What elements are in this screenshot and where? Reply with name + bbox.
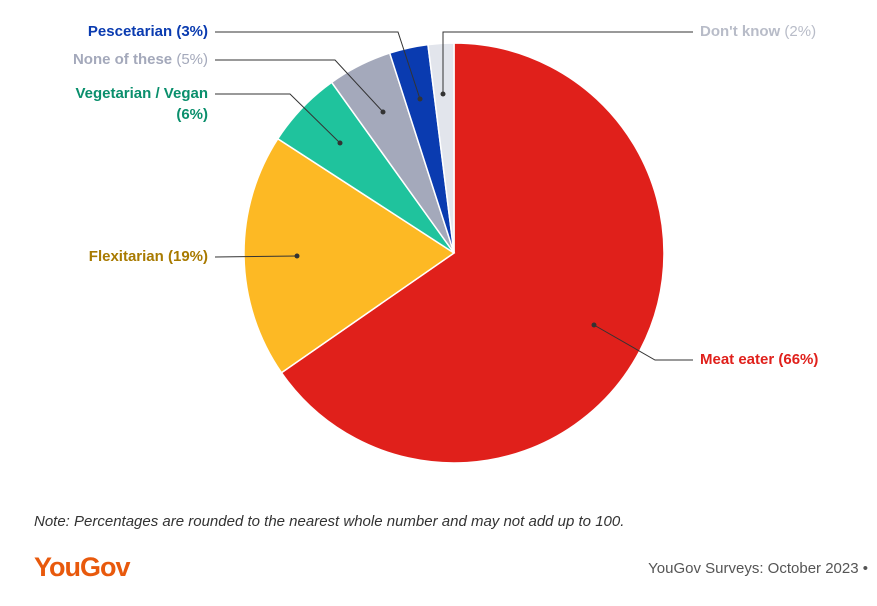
slice-label: Pescetarian (3%) — [88, 23, 208, 40]
category-name: Flexitarian — [89, 248, 164, 265]
pie-slice — [280, 42, 665, 464]
category-name: Don't know — [700, 23, 781, 40]
value-label: (6%) — [176, 106, 208, 123]
category-name: None of these — [73, 51, 172, 68]
leader-dot — [380, 109, 386, 115]
leader-line — [215, 59, 384, 113]
value-label: (3%) — [172, 23, 208, 40]
value-label: (5%) — [172, 51, 208, 68]
value-label: (66%) — [774, 351, 818, 368]
leader-line — [593, 324, 693, 361]
leader-line — [215, 93, 341, 144]
pie-slice — [427, 42, 455, 254]
leader-dot — [337, 140, 343, 146]
slice-label: None of these (5%) — [73, 51, 208, 68]
leader-dot — [440, 91, 446, 97]
category-name: Meat eater — [700, 351, 774, 368]
brand-logo: YouGov — [34, 552, 130, 582]
category-name: Vegetarian / Vegan — [75, 85, 208, 102]
leader-dot — [591, 322, 597, 328]
slice-label: Meat eater (66%) — [700, 351, 818, 368]
leader-line — [442, 31, 693, 94]
slice-label: Vegetarian / Vegan — [75, 85, 208, 102]
leader-line — [214, 255, 298, 258]
category-name: Pescetarian — [88, 23, 172, 40]
leader-dot — [294, 253, 300, 259]
leader-dot — [417, 96, 423, 102]
value-label: (19%) — [164, 248, 208, 265]
value-label: (2%) — [780, 23, 816, 40]
leader-line — [215, 31, 421, 100]
slice-label: Flexitarian (19%) — [89, 248, 208, 265]
slice-label: Don't know (2%) — [700, 23, 816, 40]
note: Note: Percentages are rounded to the nea… — [34, 513, 624, 530]
source: YouGov Surveys: October 2023 • — [648, 560, 868, 577]
